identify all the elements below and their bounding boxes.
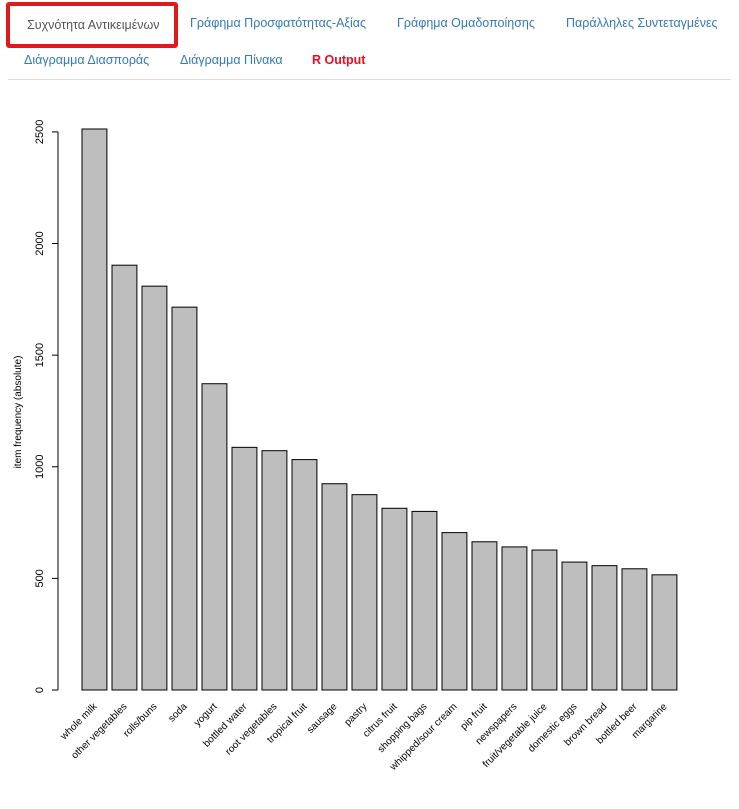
bar-root-vegetables <box>261 450 288 691</box>
y-tick-label-500: 500 <box>34 569 46 587</box>
bar-fruit-vegetable-juice <box>531 549 558 691</box>
bar-rolls-buns <box>141 285 168 691</box>
bar-citrus-fruit <box>381 507 408 691</box>
bar-whipped-sour-cream <box>441 532 468 691</box>
tab-r-output[interactable]: R Output <box>312 53 366 67</box>
tab-clustering[interactable]: Γράφημα Ομαδοποίησης <box>397 16 535 30</box>
tab-scatter-plot[interactable]: Διάγραμμα Διασποράς <box>24 53 150 67</box>
bar-tropical-fruit <box>291 459 318 691</box>
tab-matrix-plot[interactable]: Διάγραμμα Πίνακα <box>180 53 283 67</box>
nav-divider <box>8 79 731 80</box>
bar-other-vegetables <box>111 264 138 691</box>
y-tick-label-2000: 2000 <box>34 231 46 255</box>
bar-soda <box>171 306 198 691</box>
bar-domestic-eggs <box>561 561 588 691</box>
bar-bottled-beer <box>621 568 648 691</box>
bar-newspapers <box>501 546 528 691</box>
x-tick-label-pastry: pastry <box>343 701 370 728</box>
bar-yogurt <box>201 383 228 691</box>
nav-tabs: Συχνότητα Αντικειμένων Γράφημα Προσφατότ… <box>0 0 739 80</box>
y-axis: 0 500 1000 1500 2000 2500 <box>34 120 59 693</box>
bar-sausage <box>321 483 348 691</box>
y-tick-label-2500: 2500 <box>34 120 46 144</box>
tab-parallel-coordinates[interactable]: Παράλληλες Συντεταγμένες <box>566 16 718 30</box>
x-tick-label-yogurt: yogurt <box>192 701 220 729</box>
bar-pip-fruit <box>471 541 498 691</box>
tab-recency-value[interactable]: Γράφημα Προσφατότητας-Αξίας <box>190 16 367 30</box>
bar-shopping-bags <box>411 510 438 691</box>
x-tick-label-root-vegetables: root vegetables <box>223 701 279 757</box>
bar-whole-milk <box>81 128 108 691</box>
x-tick-label-soda: soda <box>166 701 189 724</box>
y-axis-title: item frequency (absolute) <box>13 356 24 469</box>
y-tick-label-0: 0 <box>34 687 46 693</box>
y-tick-label-1500: 1500 <box>34 343 46 367</box>
bars-group <box>81 128 678 691</box>
bar-bottled-water <box>231 446 258 691</box>
tab-item-frequency[interactable]: Συχνότητα Αντικειμένων <box>6 2 178 48</box>
bar-pastry <box>351 494 378 691</box>
x-tick-label-sausage: sausage <box>305 701 340 736</box>
bar-brown-bread <box>591 565 618 691</box>
y-tick-label-1000: 1000 <box>34 455 46 479</box>
bar-margarine <box>651 574 678 691</box>
